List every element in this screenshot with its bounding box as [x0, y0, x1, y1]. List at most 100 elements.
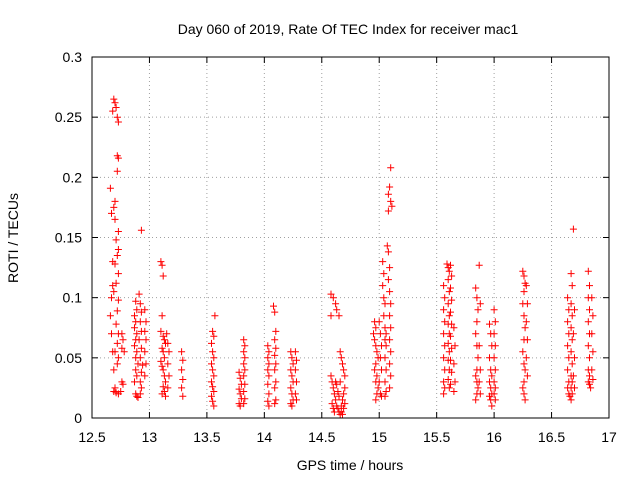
data-point-marker — [372, 360, 380, 368]
data-point-marker — [133, 372, 141, 380]
data-point-marker — [179, 376, 187, 383]
data-point-marker — [490, 330, 498, 338]
x-tick-label: 13 — [142, 429, 158, 445]
data-point-marker — [241, 366, 249, 374]
data-point-marker — [589, 376, 597, 383]
grid-lines — [92, 57, 609, 418]
data-point-marker — [111, 260, 119, 268]
data-point-marker — [584, 267, 592, 275]
data-point-marker — [110, 366, 118, 374]
data-point-marker — [327, 290, 335, 298]
data-point-marker — [488, 402, 496, 410]
data-point-marker — [210, 388, 218, 395]
data-point-marker — [386, 336, 394, 344]
y-tick-label: 0.1 — [63, 290, 83, 306]
data-point-marker — [139, 361, 147, 369]
data-point-marker — [440, 390, 448, 398]
data-point-marker — [241, 395, 249, 403]
data-point-marker — [571, 306, 578, 314]
data-point-marker — [209, 366, 217, 374]
data-point-marker — [271, 384, 279, 392]
data-point-marker — [387, 164, 395, 172]
data-point-marker — [380, 270, 388, 278]
data-point-marker — [443, 260, 451, 268]
data-point-marker — [163, 330, 171, 338]
data-point-marker — [330, 408, 338, 416]
data-point-marker — [158, 344, 166, 352]
data-point-marker — [476, 390, 484, 398]
y-tick-label: 0 — [74, 410, 82, 426]
data-point-marker — [441, 294, 449, 302]
data-point-marker — [179, 356, 187, 364]
data-point-marker — [472, 396, 480, 404]
data-point-marker — [241, 380, 249, 388]
data-point-marker — [240, 372, 248, 380]
data-point-marker — [384, 248, 392, 256]
data-point-marker — [567, 324, 575, 332]
data-point-marker — [113, 307, 121, 315]
data-point-marker — [241, 354, 249, 362]
data-point-marker — [521, 324, 529, 332]
data-point-marker — [271, 366, 279, 374]
data-point-marker — [384, 207, 392, 215]
data-point-marker — [114, 354, 122, 362]
data-point-marker — [133, 306, 141, 314]
data-point-marker — [111, 384, 119, 392]
data-point-marker — [490, 306, 498, 314]
data-point-marker — [382, 330, 390, 338]
data-point-marker — [134, 360, 142, 368]
data-point-marker — [387, 197, 395, 205]
y-tick-label: 0.2 — [63, 169, 83, 185]
data-point-marker — [336, 348, 344, 356]
data-point-marker — [379, 258, 387, 266]
data-point-marker — [114, 246, 122, 253]
data-point-marker — [271, 351, 279, 359]
data-point-marker — [272, 396, 280, 404]
data-point-marker — [473, 318, 481, 326]
data-point-marker — [136, 378, 144, 386]
data-point-marker — [142, 318, 150, 326]
data-point-marker — [447, 308, 454, 316]
data-point-marker — [440, 306, 448, 314]
data-point-marker — [158, 312, 166, 320]
data-point-marker — [472, 372, 480, 380]
data-point-marker — [142, 360, 150, 368]
data-point-marker — [440, 354, 448, 362]
data-point-marker — [445, 384, 453, 392]
data-point-marker — [160, 336, 168, 344]
data-point-marker — [569, 225, 577, 233]
data-point-marker — [241, 342, 249, 350]
data-point-marker — [235, 368, 243, 376]
data-point-marker — [159, 383, 167, 391]
data-point-marker — [383, 242, 391, 250]
data-point-marker — [374, 384, 382, 392]
data-point-marker — [289, 360, 297, 368]
data-point-marker — [162, 392, 169, 400]
data-point-marker — [179, 392, 187, 400]
data-point-marker — [340, 390, 348, 398]
data-point-marker — [288, 354, 296, 362]
data-point-marker — [475, 378, 483, 386]
data-point-marker — [264, 342, 272, 350]
data-point-marker — [335, 312, 343, 320]
data-point-marker — [265, 360, 273, 368]
plot-frame — [91, 56, 610, 419]
data-point-marker — [339, 396, 346, 404]
data-point-marker — [136, 390, 144, 398]
data-point-marker — [382, 366, 390, 374]
data-point-marker — [287, 384, 295, 392]
data-point-marker — [488, 372, 496, 380]
data-point-marker — [329, 384, 337, 392]
data-point-marker — [208, 360, 215, 368]
data-point-marker — [109, 107, 117, 115]
data-point-marker — [474, 384, 482, 392]
data-point-marker — [568, 336, 576, 344]
data-point-marker — [564, 318, 572, 326]
data-point-marker — [112, 279, 120, 287]
data-point-marker — [521, 396, 529, 404]
data-point-marker — [448, 368, 456, 376]
data-point-marker — [160, 354, 168, 362]
data-point-marker — [114, 228, 122, 235]
data-point-marker — [387, 324, 395, 332]
data-point-marker — [450, 388, 458, 395]
